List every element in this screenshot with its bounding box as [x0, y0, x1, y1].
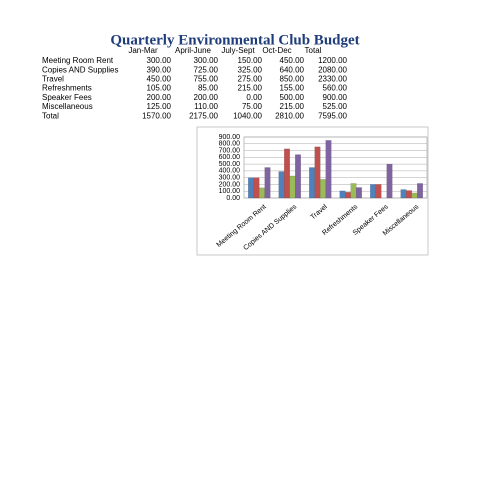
bar [370, 184, 376, 199]
bar [284, 148, 290, 199]
row-label: Copies AND Supplies [42, 65, 118, 74]
cell: 525.00 [323, 102, 348, 111]
y-tick-label: 800.00 [219, 141, 241, 148]
bar [417, 183, 423, 199]
cell: 75.00 [242, 102, 263, 111]
cell: 0.00 [246, 93, 262, 102]
bar [264, 167, 271, 199]
bar [295, 154, 301, 199]
cell: 560.00 [323, 84, 348, 93]
bar [375, 184, 382, 199]
cell: 390.00 [147, 65, 172, 74]
cell: 900.00 [323, 93, 348, 102]
row-label: Speaker Fees [42, 93, 92, 102]
y-tick-label: 300.00 [219, 175, 241, 182]
bar [400, 189, 407, 199]
cell: 300.00 [147, 56, 172, 65]
cell: 1040.00 [233, 111, 262, 120]
cell: 500.00 [280, 93, 305, 102]
cell: 7595.00 [318, 111, 347, 120]
cell: 725.00 [194, 65, 219, 74]
column-header: Oct-Dec [262, 46, 291, 55]
y-tick-label: 0.00 [226, 195, 240, 202]
y-tick-label: 700.00 [219, 147, 241, 154]
cell: 200.00 [194, 93, 219, 102]
row-label: Refreshments [42, 84, 92, 93]
cell: 2810.00 [275, 111, 304, 120]
cell: 2330.00 [318, 75, 347, 84]
y-tick-label: 600.00 [219, 154, 241, 161]
column-header: Jan-Mar [128, 46, 158, 55]
cell: 155.00 [280, 84, 305, 93]
cell: 755.00 [194, 75, 219, 84]
bar [386, 163, 393, 199]
cell: 325.00 [238, 65, 263, 74]
bar [320, 179, 326, 199]
y-tick-label: 900.00 [219, 134, 241, 141]
bar [314, 146, 321, 199]
cell: 275.00 [238, 75, 263, 84]
bar [248, 177, 254, 199]
bar [253, 177, 260, 199]
y-tick-label: 500.00 [219, 161, 241, 168]
bar [339, 190, 346, 199]
row-label: Miscellaneous [42, 102, 93, 111]
y-tick-label: 200.00 [219, 181, 241, 188]
plot-wall [243, 136, 428, 199]
cell: 215.00 [238, 84, 263, 93]
row-label: Total [42, 111, 59, 120]
cell: 300.00 [194, 56, 219, 65]
cell: 150.00 [238, 56, 263, 65]
bar [259, 187, 265, 199]
y-tick-label: 400.00 [219, 168, 241, 175]
cell: 2175.00 [189, 111, 218, 120]
cell: 2080.00 [318, 65, 347, 74]
cell: 850.00 [280, 75, 305, 84]
bar [411, 192, 418, 199]
bar [289, 175, 296, 199]
bar [345, 192, 351, 199]
cell: 215.00 [280, 102, 305, 111]
bar [350, 183, 357, 199]
cell: 1570.00 [142, 111, 171, 120]
bar [356, 187, 362, 199]
cell: 640.00 [280, 65, 305, 74]
y-tick-label: 100.00 [219, 188, 241, 195]
column-header: April-June [175, 46, 212, 55]
row-label: Meeting Room Rent [42, 56, 114, 65]
cell: 125.00 [147, 102, 172, 111]
row-label: Travel [42, 75, 64, 84]
bar [309, 167, 315, 199]
cell: 1200.00 [318, 56, 347, 65]
cell: 110.00 [194, 102, 218, 111]
cell: 85.00 [198, 84, 219, 93]
cell: 450.00 [280, 56, 305, 65]
bar [325, 140, 332, 199]
sheet-title: Quarterly Environmental Club Budget [110, 32, 359, 48]
cell: 200.00 [147, 93, 172, 102]
bar [406, 190, 412, 199]
cell: 105.00 [147, 84, 172, 93]
column-header: Total [305, 46, 322, 55]
bar [278, 171, 285, 199]
column-header: July-Sept [221, 46, 255, 55]
cell: 450.00 [147, 75, 172, 84]
